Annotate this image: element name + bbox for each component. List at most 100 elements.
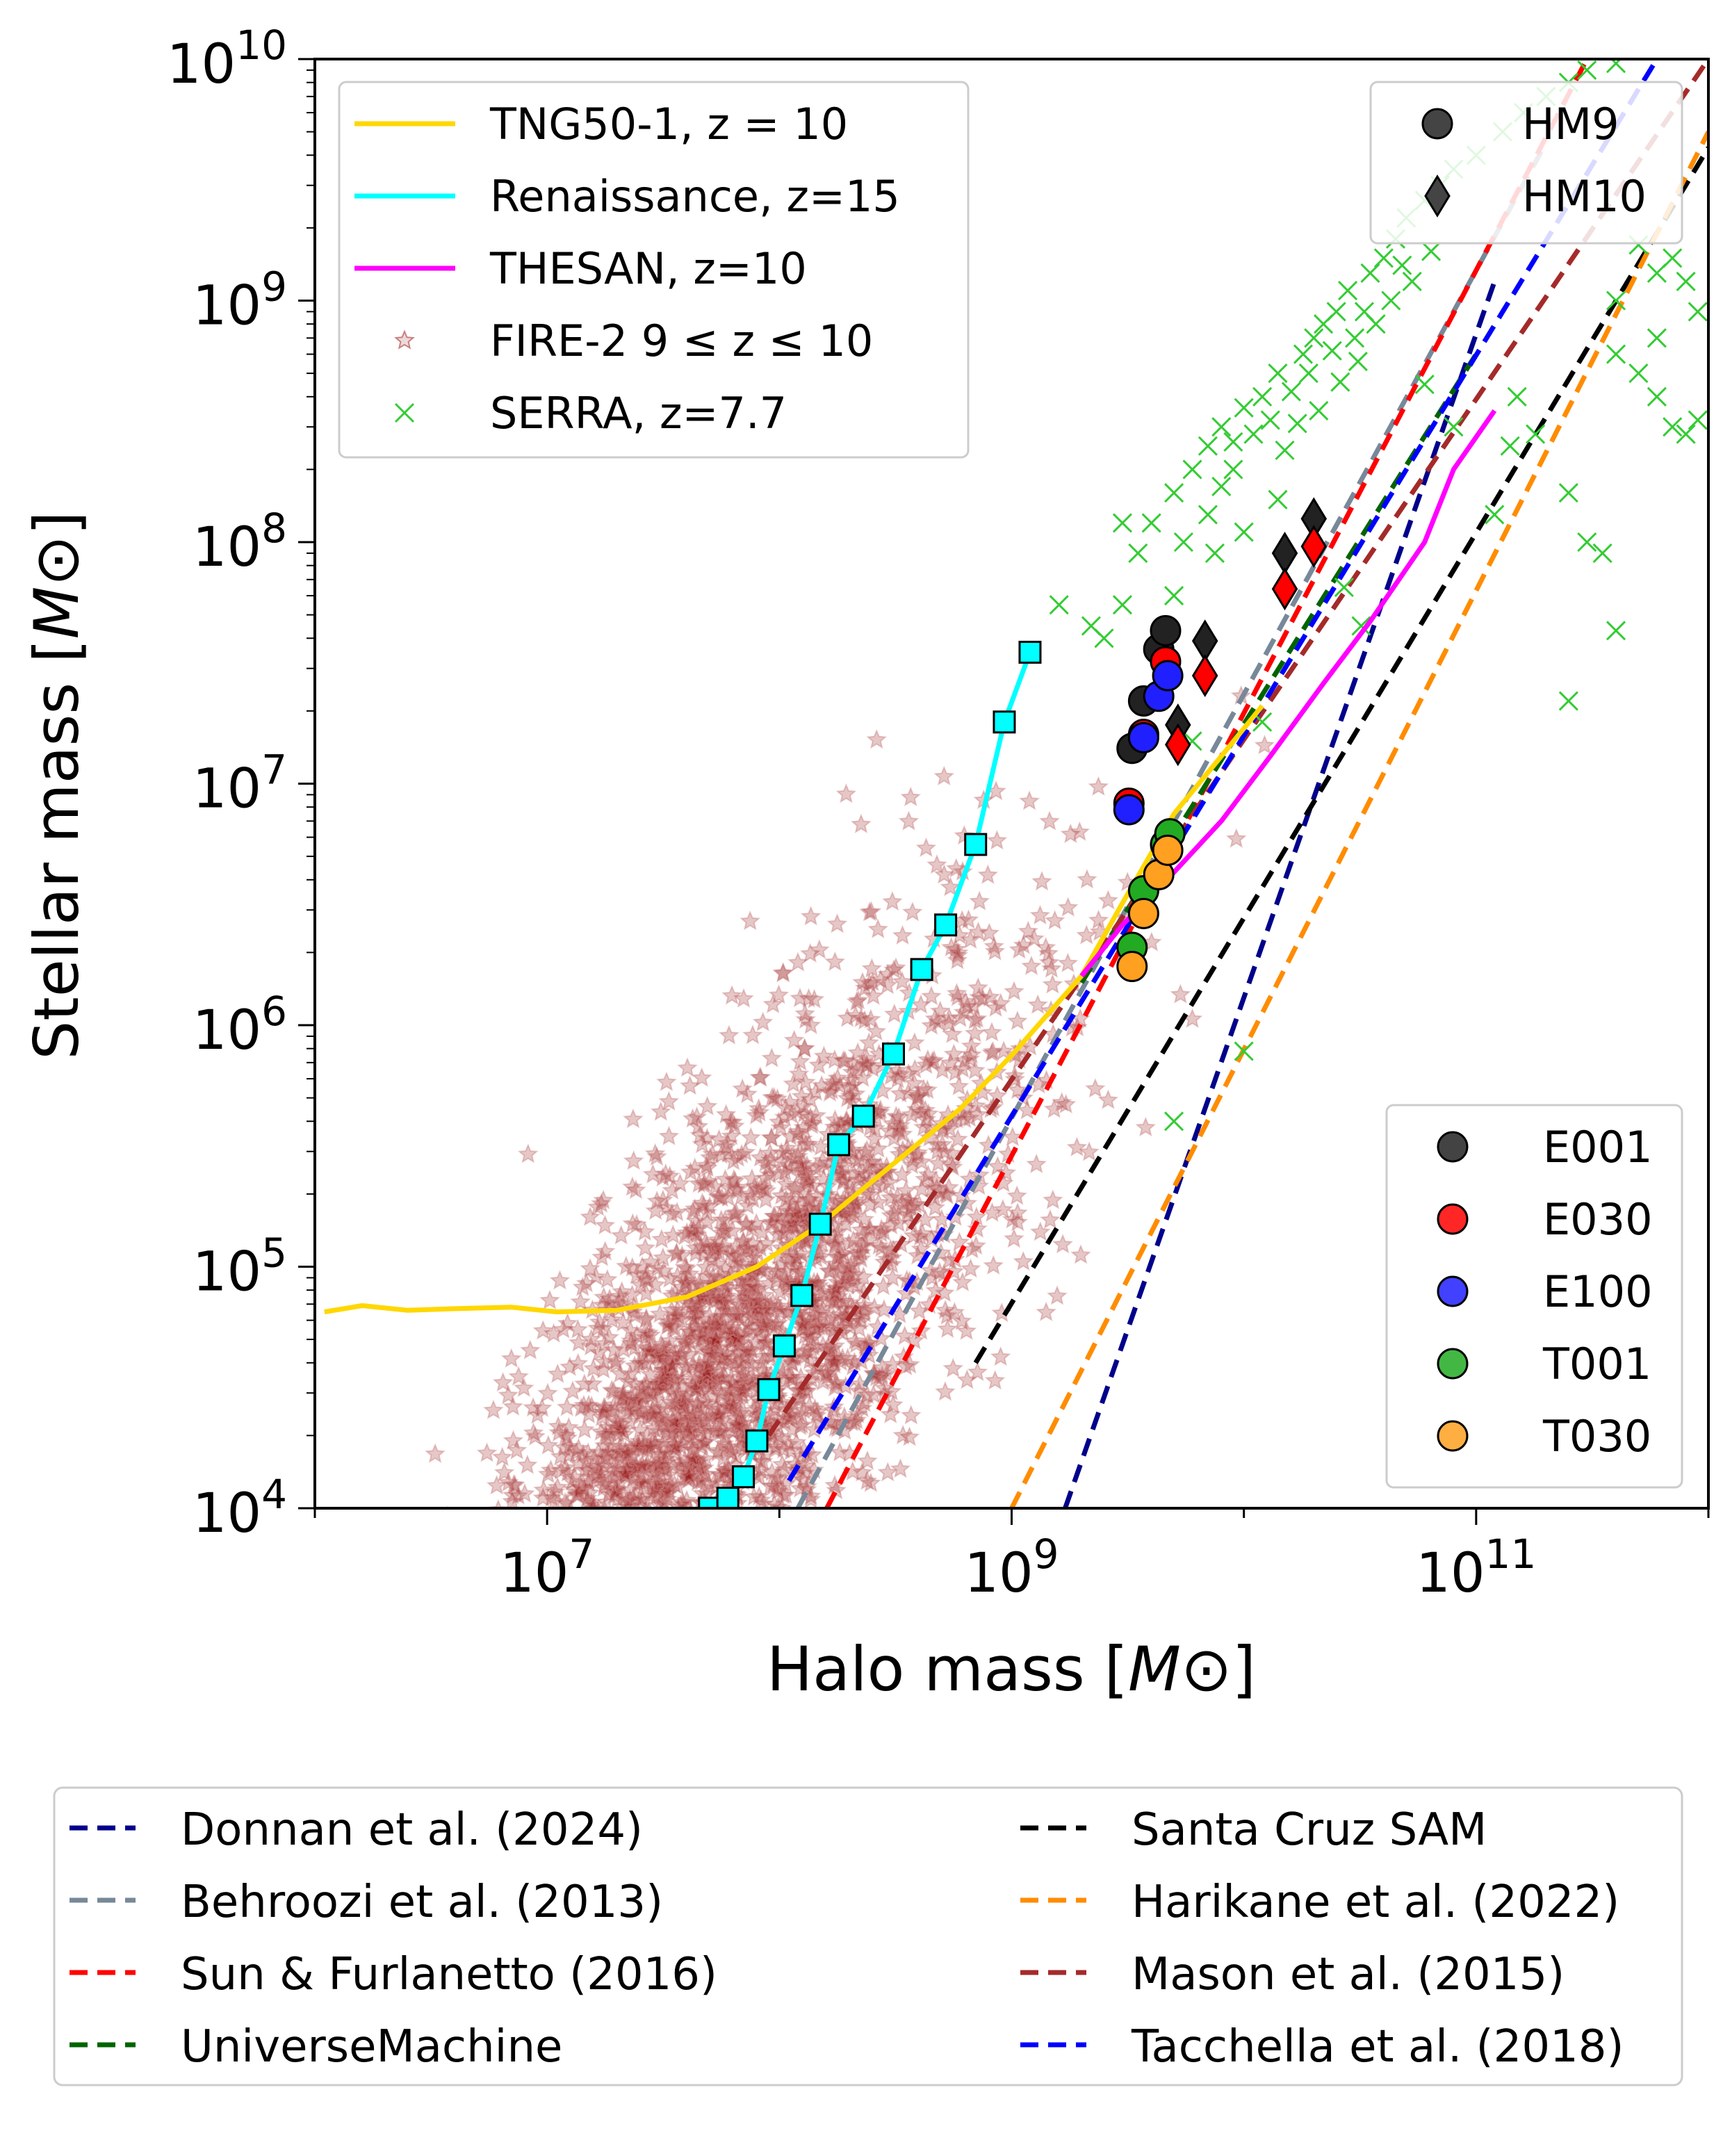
fire2-star [781, 1440, 801, 1460]
fire2-star [596, 1426, 617, 1446]
fire2-star [708, 1306, 730, 1326]
serra-cross [1211, 417, 1232, 437]
fire2-star [740, 910, 761, 931]
fire2-star [616, 1255, 637, 1275]
fire2-star [705, 1286, 726, 1306]
fire2-star [744, 1175, 765, 1195]
serra-cross [1500, 436, 1520, 456]
fire2-star [794, 1462, 815, 1483]
fire2-star [622, 1176, 643, 1196]
fire2-star [660, 1474, 680, 1494]
fire2-star [593, 1359, 614, 1379]
serra-cross [1485, 505, 1505, 525]
fire2-star [643, 1403, 664, 1423]
fire2-star [899, 1426, 920, 1446]
fire2-star [835, 1214, 856, 1234]
fire2-star [626, 1214, 647, 1234]
fire2-star [580, 1257, 601, 1278]
fire2-star [864, 1128, 885, 1148]
fire2-star [662, 1355, 683, 1375]
fire2-star [737, 1314, 758, 1334]
fire2-star [783, 1029, 805, 1050]
fire2-star [733, 1413, 754, 1434]
fire2-star [921, 986, 942, 1006]
fire2-star [686, 1303, 708, 1323]
fire2-star [593, 1477, 614, 1497]
fire2-star [889, 1120, 910, 1140]
serra-cross [1647, 263, 1667, 283]
serra-cross [1392, 255, 1412, 275]
fire2-star [775, 1097, 797, 1118]
fire2-star [504, 1474, 525, 1494]
fire2-star [635, 1326, 656, 1347]
fire2-star [693, 1367, 714, 1388]
fire2-star [849, 1169, 869, 1189]
fire2-star [653, 1482, 674, 1502]
fire2-star [582, 1497, 604, 1508]
serra-cross [1688, 302, 1708, 322]
serra-cross [1234, 1041, 1254, 1061]
fire2-star [795, 1008, 817, 1029]
fire2-star [917, 1049, 938, 1069]
fire2-star [854, 977, 876, 997]
fire2-star [785, 1202, 806, 1222]
fire2-star [549, 1270, 571, 1290]
fire2-star [685, 1243, 706, 1263]
fire2-star [760, 1142, 781, 1163]
axis-ticks [298, 58, 1710, 1525]
fire2-star [969, 890, 990, 910]
fire2-star [959, 1107, 980, 1127]
fire2-star [587, 1442, 609, 1462]
fire2-star [832, 1347, 853, 1367]
fire2-star [860, 1472, 881, 1492]
fire2-star [721, 1316, 743, 1337]
fire2-star [854, 1294, 875, 1315]
fire2-star [835, 783, 857, 803]
fire2-star [742, 1247, 763, 1268]
fire2-star [602, 1435, 623, 1455]
fire2-star [845, 1004, 866, 1025]
serra-cross [1112, 513, 1133, 533]
fire2-star [734, 1325, 756, 1345]
fire2-star [782, 1369, 803, 1389]
fire2-star [585, 1266, 607, 1287]
fire2-star [710, 1144, 732, 1164]
fire2-star [745, 1277, 767, 1298]
fire2-star [714, 1461, 735, 1481]
fire2-star [824, 1049, 845, 1069]
fire2-star [859, 1218, 880, 1239]
fire2-star [777, 1300, 799, 1321]
point-circle [1150, 614, 1182, 646]
fire2-star [760, 1149, 781, 1169]
fire2-star [788, 1206, 810, 1226]
fire2-star [705, 1238, 726, 1259]
legend-label: Harikane et al. (2022) [1132, 1877, 1619, 1928]
fire2-star [723, 1246, 744, 1266]
fire2-star [1004, 1228, 1024, 1248]
fire2-star [859, 901, 880, 922]
fire2-star [689, 1125, 711, 1145]
fire2-star [688, 1456, 709, 1476]
fire2-star [655, 1481, 676, 1501]
fire2-star [678, 1464, 700, 1485]
fire2-star [635, 1309, 657, 1329]
fire2-star [671, 1276, 692, 1297]
fire2-star [486, 1475, 507, 1495]
fire2-star [900, 786, 922, 807]
fire2-star [824, 1071, 845, 1091]
fire2-star [586, 1457, 607, 1478]
serra-cross [1676, 424, 1696, 444]
fire2-star [847, 1403, 869, 1423]
fire2-star [559, 1356, 580, 1376]
serra-cross [1360, 263, 1380, 283]
fire2-star [605, 1480, 626, 1501]
fire2-star [574, 1460, 596, 1480]
fire2-star [567, 1452, 589, 1473]
fire2-star [840, 1069, 861, 1090]
fire2-star [659, 1330, 680, 1350]
fire2-star [699, 1351, 720, 1371]
fire2-star [693, 1174, 714, 1194]
fire2-star [645, 1389, 667, 1410]
fire2-star [1019, 790, 1040, 810]
fire2-star [823, 1307, 844, 1327]
